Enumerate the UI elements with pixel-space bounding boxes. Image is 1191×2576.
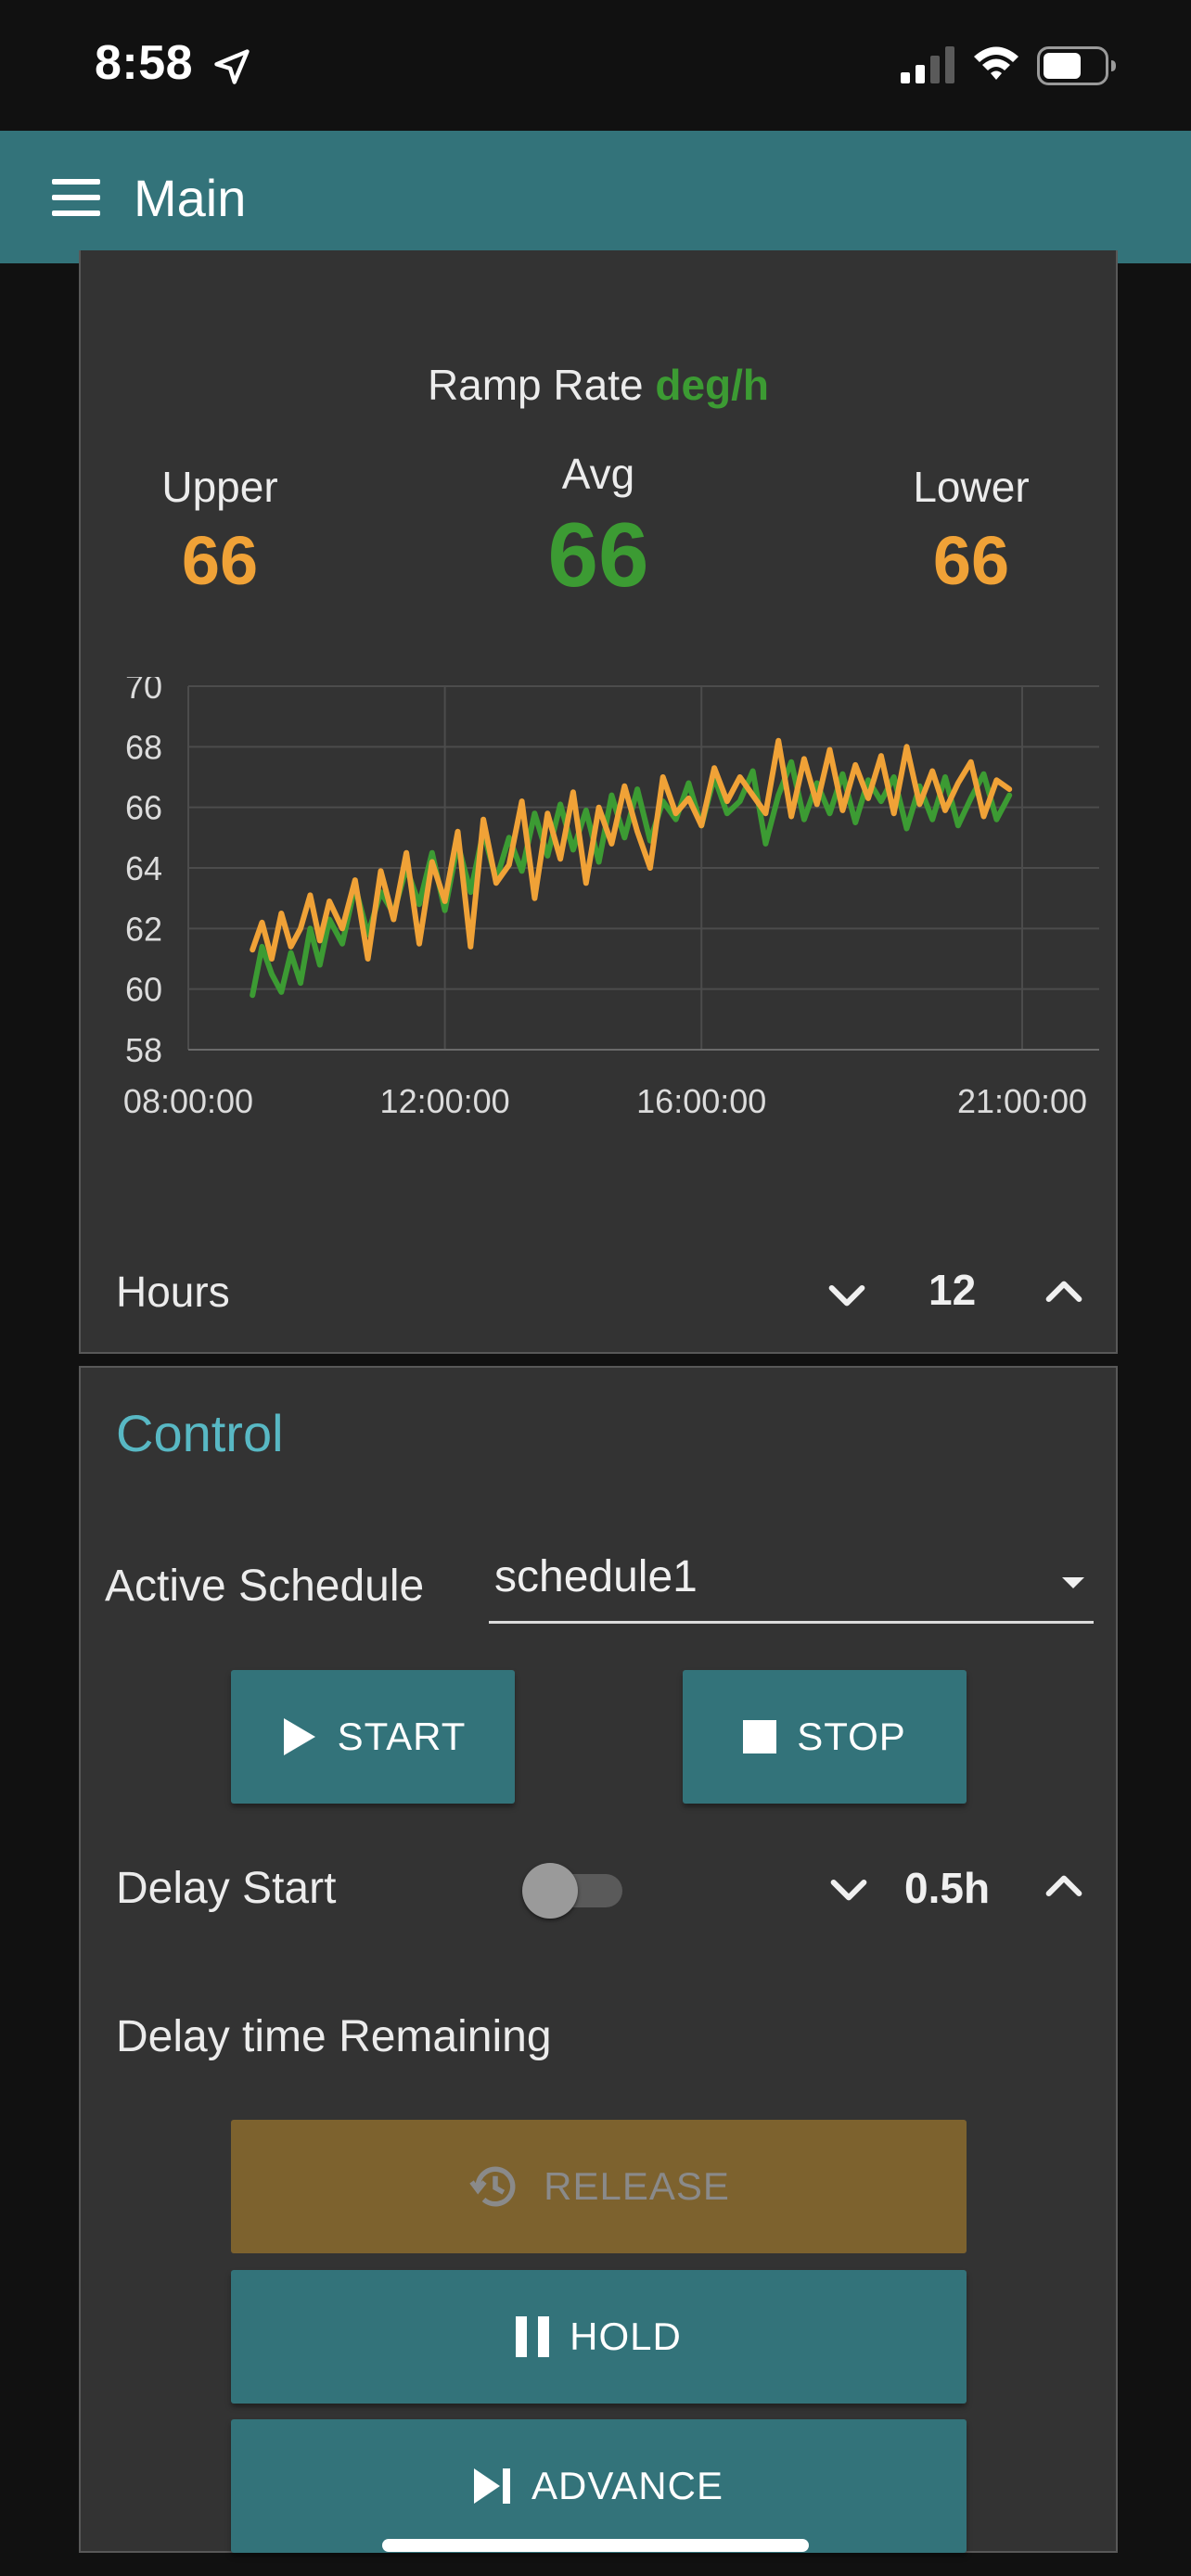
control-card: Control Active Schedule schedule1 START …	[79, 1366, 1118, 2553]
x-tick-label: 08:00:00	[123, 1082, 253, 1120]
x-tick-label: 16:00:00	[636, 1082, 766, 1120]
y-tick-label: 60	[125, 971, 162, 1009]
advance-button[interactable]: ADVANCE	[231, 2419, 967, 2553]
y-tick-label: 58	[125, 1031, 162, 1069]
ramp-rate: Ramp Rate deg/h	[81, 360, 1116, 410]
hold-button[interactable]: HOLD	[231, 2270, 967, 2404]
upper-lower-series-line	[250, 737, 1013, 962]
hours-row: Hours 12	[81, 1241, 1116, 1343]
location-arrow-icon	[214, 49, 250, 84]
home-indicator	[382, 2539, 809, 2552]
y-tick-label: 66	[125, 789, 162, 827]
hours-label: Hours	[116, 1268, 230, 1316]
delay-start-toggle[interactable]	[522, 1859, 624, 1919]
schedule-select-value: schedule1	[494, 1552, 698, 1601]
y-tick-label: 62	[125, 910, 162, 948]
delay-remaining-label: Delay time Remaining	[116, 2012, 552, 2061]
x-tick-label: 12:00:00	[380, 1082, 510, 1120]
upper-stat: Upper 66	[81, 462, 359, 600]
chevron-up-icon[interactable]	[1038, 1267, 1090, 1319]
avg-label: Avg	[561, 450, 635, 498]
status-bar: 8:58	[0, 0, 1191, 131]
chevron-up-icon[interactable]	[1038, 1861, 1090, 1913]
toggle-knob	[522, 1863, 578, 1919]
signal-icon	[901, 46, 954, 83]
status-time: 8:58	[95, 36, 194, 90]
hours-value: 12	[928, 1266, 977, 1314]
active-schedule-label: Active Schedule	[105, 1562, 425, 1611]
stop-button-label: STOP	[797, 1715, 906, 1758]
ramp-rate-unit: deg/h	[655, 361, 770, 409]
chevron-down-icon[interactable]	[823, 1863, 875, 1915]
skip-next-icon	[474, 2468, 511, 2504]
play-icon	[283, 1718, 315, 1755]
wifi-icon	[974, 46, 1018, 80]
y-tick-label: 64	[125, 849, 162, 887]
y-tick-label: 70	[125, 677, 162, 706]
temperature-chart: 58 60 62 64 66 68 70 08:00:00 12:00:00 16:00:00 21…	[123, 677, 1099, 1120]
history-icon	[469, 2166, 516, 2207]
start-button-label: START	[337, 1715, 467, 1758]
temperature-card: Ramp Rate deg/h Upper 66 Avg 66 Lower 66…	[79, 250, 1118, 1354]
lower-label: Lower	[913, 463, 1030, 511]
chevron-down-icon[interactable]	[821, 1269, 873, 1320]
lower-value: 66	[932, 522, 1010, 599]
release-button-label: RELEASE	[544, 2164, 730, 2208]
hold-button-label: HOLD	[570, 2315, 682, 2358]
x-tick-label: 21:00:00	[957, 1082, 1087, 1120]
delay-start-label: Delay Start	[116, 1864, 337, 1913]
avg-stat: Avg 66	[459, 449, 737, 607]
pause-icon	[516, 2316, 550, 2357]
stop-button[interactable]: STOP	[683, 1670, 967, 1804]
release-button[interactable]: RELEASE	[231, 2120, 967, 2253]
start-button[interactable]: START	[231, 1670, 515, 1804]
y-tick-label: 68	[125, 728, 162, 766]
app-bar: Main	[0, 131, 1191, 263]
upper-label: Upper	[161, 463, 278, 511]
stop-icon	[743, 1720, 777, 1753]
upper-value: 66	[181, 522, 259, 599]
battery-icon	[1037, 46, 1116, 85]
schedule-select[interactable]: schedule1	[489, 1542, 1094, 1624]
control-title: Control	[116, 1404, 284, 1462]
lower-stat: Lower 66	[832, 462, 1110, 600]
dropdown-arrow-icon	[1062, 1577, 1084, 1588]
delay-value: 0.5h	[904, 1864, 991, 1912]
advance-button-label: ADVANCE	[531, 2464, 724, 2507]
ramp-rate-label: Ramp Rate	[427, 361, 644, 409]
page-title: Main	[134, 169, 247, 227]
avg-value: 66	[547, 504, 649, 606]
hamburger-menu-icon[interactable]	[48, 172, 106, 223]
